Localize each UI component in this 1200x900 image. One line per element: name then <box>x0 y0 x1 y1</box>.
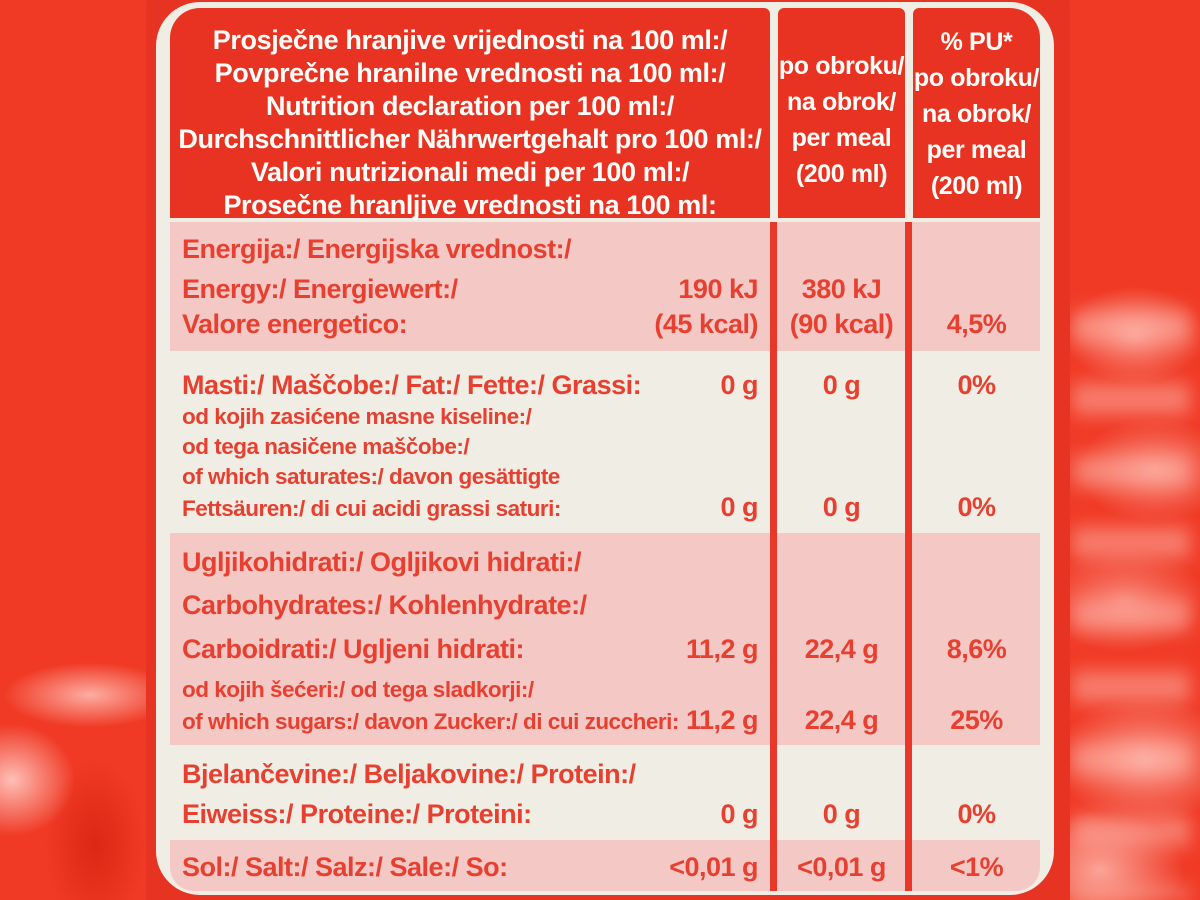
energy-kcal-per-meal: (90 kcal) <box>789 309 894 339</box>
energy-label: Energy:/ Energiewert:/ <box>182 274 458 304</box>
energy-kj-per-meal: 380 kJ <box>801 274 882 304</box>
carb-line3: Carboidrati:/ Ugljeni hidrati: 11,2 g <box>182 632 759 666</box>
header-line: Prosečne hranljive vrednosti na 100 ml: <box>223 190 717 220</box>
sugars-line2: of which sugars:/ davon Zucker:/ di cui … <box>182 703 759 737</box>
header-line: per meal <box>791 124 892 152</box>
salt-pu: <1% <box>949 852 1004 882</box>
protein-label: Bjelančevine:/ Beljakovine:/ Protein:/ <box>182 759 636 789</box>
salt-line1: Sol:/ Salt:/ Salz:/ Sale:/ So: <0,01 g <box>182 850 758 884</box>
protein-line2: Eiweiss:/ Proteine:/ Proteini: 0 g <box>182 797 758 831</box>
fat-per100: 0 g <box>720 370 758 400</box>
saturates-pu: 0% <box>957 492 996 522</box>
column-divider <box>770 222 777 891</box>
energy-kj-per100: 190 kJ <box>678 274 758 304</box>
fat-saturates-line1: od kojih zasićene masne kiseline:/ <box>182 403 758 431</box>
header-line: Povprečne hranilne vrednosti na 100 ml:/ <box>214 58 726 88</box>
header-line: % PU* <box>940 28 1013 56</box>
carb-per100: 11,2 g <box>685 634 759 664</box>
sugars-label: od kojih šećeri:/ od tega sladkorji:/ <box>182 677 534 702</box>
header-line: (200 ml) <box>795 160 888 188</box>
header-line: Prosječne hranjive vrijednosti na 100 ml… <box>212 25 728 55</box>
header-line: per meal <box>926 136 1027 164</box>
carb-label: Carbohydrates:/ Kohlenhydrate:/ <box>182 590 587 620</box>
header-line: po obroku/ <box>913 64 1040 92</box>
salt-label: Sol:/ Salt:/ Salz:/ Sale:/ So: <box>182 852 508 882</box>
saturates-per100: 0 g <box>720 492 758 522</box>
column-divider <box>905 222 912 891</box>
saturates-per-meal: 0 g <box>822 492 861 522</box>
fat-saturates-line3: of which saturates:/ davon gesättigte <box>182 463 758 491</box>
header-line: Durchschnittlicher Nährwertgehalt pro 10… <box>178 124 762 154</box>
salt-per100: <0,01 g <box>669 852 758 882</box>
saturates-label: Fettsäuren:/ di cui acidi grassi saturi: <box>182 496 561 521</box>
saturates-label: of which saturates:/ davon gesättigte <box>182 464 560 489</box>
saturates-label: od kojih zasićene masne kiseline:/ <box>182 404 532 429</box>
header-line: Valori nutrizionali medi per 100 ml:/ <box>250 157 690 187</box>
energy-names-line2: Energy:/ Energiewert:/ 190 kJ <box>182 272 758 306</box>
sugars-label: of which sugars:/ davon Zucker:/ di cui … <box>182 709 679 734</box>
carb-label: Ugljikohidrati:/ Ogljikovi hidrati:/ <box>182 547 582 577</box>
header-line: na obrok/ <box>922 100 1031 128</box>
sugars-line1: od kojih šećeri:/ od tega sladkorji:/ <box>182 676 758 704</box>
sugars-per100: 11,2 g <box>685 705 759 735</box>
fat-pu: 0% <box>957 370 996 400</box>
header-line: po obroku/ <box>778 52 905 80</box>
energy-kcal-per100: (45 kcal) <box>654 309 758 339</box>
carb-pu: 8,6% <box>946 634 1007 664</box>
row-band-protein <box>170 745 1040 840</box>
carb-line2: Carbohydrates:/ Kohlenhydrate:/ <box>182 588 758 622</box>
row-band-salt <box>170 840 1040 891</box>
energy-names-line1: Energija:/ Energijska vrednost:/ <box>182 232 758 266</box>
carb-per-meal: 22,4 g <box>804 634 879 664</box>
header-line: (200 ml) <box>930 172 1023 200</box>
energy-pu: 4,5% <box>946 309 1007 339</box>
carb-label: Carboidrati:/ Ugljeni hidrati: <box>182 634 525 664</box>
row-band-fat <box>170 351 1040 533</box>
protein-label: Eiweiss:/ Proteine:/ Proteini: <box>182 799 532 829</box>
row-band-carbohydrate <box>170 533 1040 745</box>
energy-names-line3: Valore energetico: (45 kcal) <box>182 307 758 341</box>
fat-label: Masti:/ Maščobe:/ Fat:/ Fette:/ Grassi: <box>182 370 642 400</box>
row-band-energy <box>170 222 1040 351</box>
nutrition-table: Prosječne hranjive vrijednosti na 100 ml… <box>170 0 1040 891</box>
energy-label: Valore energetico: <box>182 309 408 339</box>
protein-per-meal: 0 g <box>822 799 861 829</box>
blurred-text-bands <box>1072 290 1190 900</box>
sugars-per-meal: 22,4 g <box>804 705 879 735</box>
fat-line1: Masti:/ Maščobe:/ Fat:/ Fette:/ Grassi: … <box>182 368 758 402</box>
salt-per-meal: <0,01 g <box>797 852 886 882</box>
header-percent-pu: % PU* po obroku/ na obrok/ per meal (200… <box>913 8 1040 218</box>
header-per-meal: po obroku/ na obrok/ per meal (200 ml) <box>778 8 905 218</box>
protein-per100: 0 g <box>720 799 758 829</box>
sugars-pu: 25% <box>950 705 1003 735</box>
fat-saturates-line4: Fettsäuren:/ di cui acidi grassi saturi:… <box>182 490 758 524</box>
protein-pu: 0% <box>957 799 996 829</box>
header-per-100ml: Prosječne hranjive vrijednosti na 100 ml… <box>170 8 770 220</box>
protein-line1: Bjelančevine:/ Beljakovine:/ Protein:/ <box>182 757 758 791</box>
fat-saturates-line2: od tega nasičene maščobe:/ <box>182 433 758 461</box>
energy-label: Energija:/ Energijska vrednost:/ <box>182 234 572 264</box>
carb-line1: Ugljikohidrati:/ Ogljikovi hidrati:/ <box>182 545 758 579</box>
header-line: Nutrition declaration per 100 ml:/ <box>266 91 674 121</box>
fat-per-meal: 0 g <box>822 370 861 400</box>
saturates-label: od tega nasičene maščobe:/ <box>182 434 470 459</box>
header-line: na obrok/ <box>787 88 896 116</box>
